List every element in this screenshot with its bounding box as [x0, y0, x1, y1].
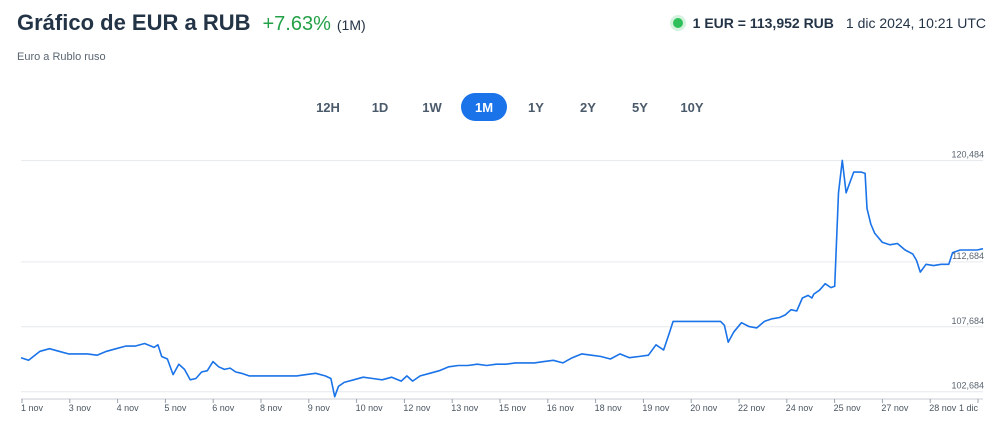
tab-2y[interactable]: 2Y [580, 99, 596, 115]
period-tag: (1M) [336, 17, 366, 33]
tab-10y[interactable]: 10Y [680, 99, 704, 115]
x-tick-label: 16 nov [547, 403, 575, 413]
y-tick-label: 102,684 [951, 381, 984, 391]
tab-1m[interactable]: 1M [461, 93, 507, 121]
page-title: Gráfico de EUR a RUB [17, 10, 251, 35]
page-subtitle: Euro a Rublo ruso [17, 51, 106, 63]
x-tick-label: 19 nov [642, 403, 670, 413]
x-tick-label: 6 nov [212, 403, 235, 413]
tab-1d[interactable]: 1D [371, 99, 389, 115]
series-layer [20, 159, 984, 398]
live-rate: 1 EUR = 113,952 RUB 1 dic 2024, 10:21 UT… [672, 15, 986, 31]
x-tick-label: 9 nov [308, 403, 331, 413]
x-tick-label: 27 nov [881, 403, 909, 413]
x-tick-label: 3 nov [69, 403, 92, 413]
live-indicator-icon [672, 18, 683, 28]
x-tick-label: 10 nov [356, 403, 384, 413]
tab-12h[interactable]: 12H [316, 99, 340, 115]
tab-5y[interactable]: 5Y [632, 99, 648, 115]
rate-timestamp: 1 dic 2024, 10:21 UTC [845, 15, 986, 31]
x-tick-label: 25 nov [834, 403, 862, 413]
x-tick-label: 18 nov [595, 403, 623, 413]
x-tick-label: 24 nov [786, 403, 814, 413]
tab-1y[interactable]: 1Y [528, 99, 544, 115]
exchange-rate-chart[interactable]: 1 nov 3 nov 4 nov 5 nov 6 nov 8 nov 9 nov 10 no… [0, 140, 1000, 422]
x-axis: 1 nov 3 nov 4 nov 5 nov 6 nov 8 nov 9 nov 10 no… [21, 398, 983, 413]
y-tick-label: 120,484 [951, 150, 984, 160]
tab-1w[interactable]: 1W [422, 99, 442, 115]
x-tick-label: 20 nov [690, 403, 718, 413]
x-tick-label: 4 nov [117, 403, 140, 413]
x-tick-label: 12 nov [403, 403, 431, 413]
x-tick-label: 1 nov [21, 403, 44, 413]
x-tick-label: 28 nov [929, 403, 957, 413]
x-tick-label: 1 dic [959, 403, 979, 413]
series-line [20, 159, 984, 398]
y-tick-label: 107,684 [951, 316, 984, 326]
x-tick-label: 13 nov [451, 403, 479, 413]
x-tick-label: 8 nov [260, 403, 283, 413]
grid [21, 160, 983, 393]
percent-change: +7.63% [262, 13, 331, 35]
x-tick-label: 5 nov [164, 403, 187, 413]
y-axis: 102,684 107,684 112,684 120,484 [951, 150, 984, 391]
header: Gráfico de EUR a RUB +7.63% (1M) [17, 10, 366, 36]
x-tick-label: 15 nov [499, 403, 527, 413]
y-tick-label: 112,684 [952, 251, 984, 261]
x-tick-label: 22 nov [738, 403, 766, 413]
rate-value: 1 EUR = 113,952 RUB [692, 15, 834, 31]
timeframe-tabs: 12H 1D 1W 1M 1Y 2Y 5Y 10Y [305, 93, 717, 121]
